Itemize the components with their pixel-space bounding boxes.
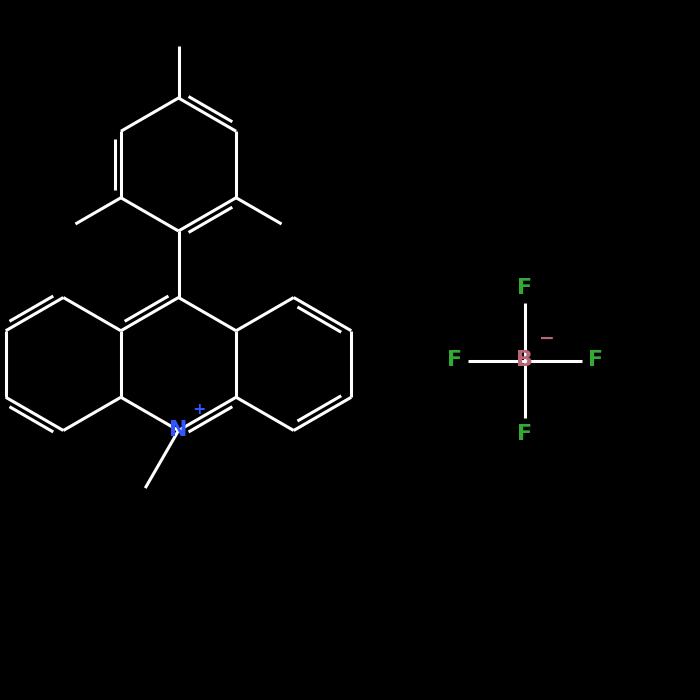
Text: B: B <box>517 351 533 370</box>
Text: F: F <box>588 351 603 370</box>
Text: F: F <box>447 351 462 370</box>
Text: +: + <box>193 402 206 416</box>
Text: N: N <box>169 421 188 440</box>
Text: −: − <box>539 329 555 348</box>
Text: F: F <box>517 277 533 297</box>
Text: F: F <box>517 424 533 444</box>
